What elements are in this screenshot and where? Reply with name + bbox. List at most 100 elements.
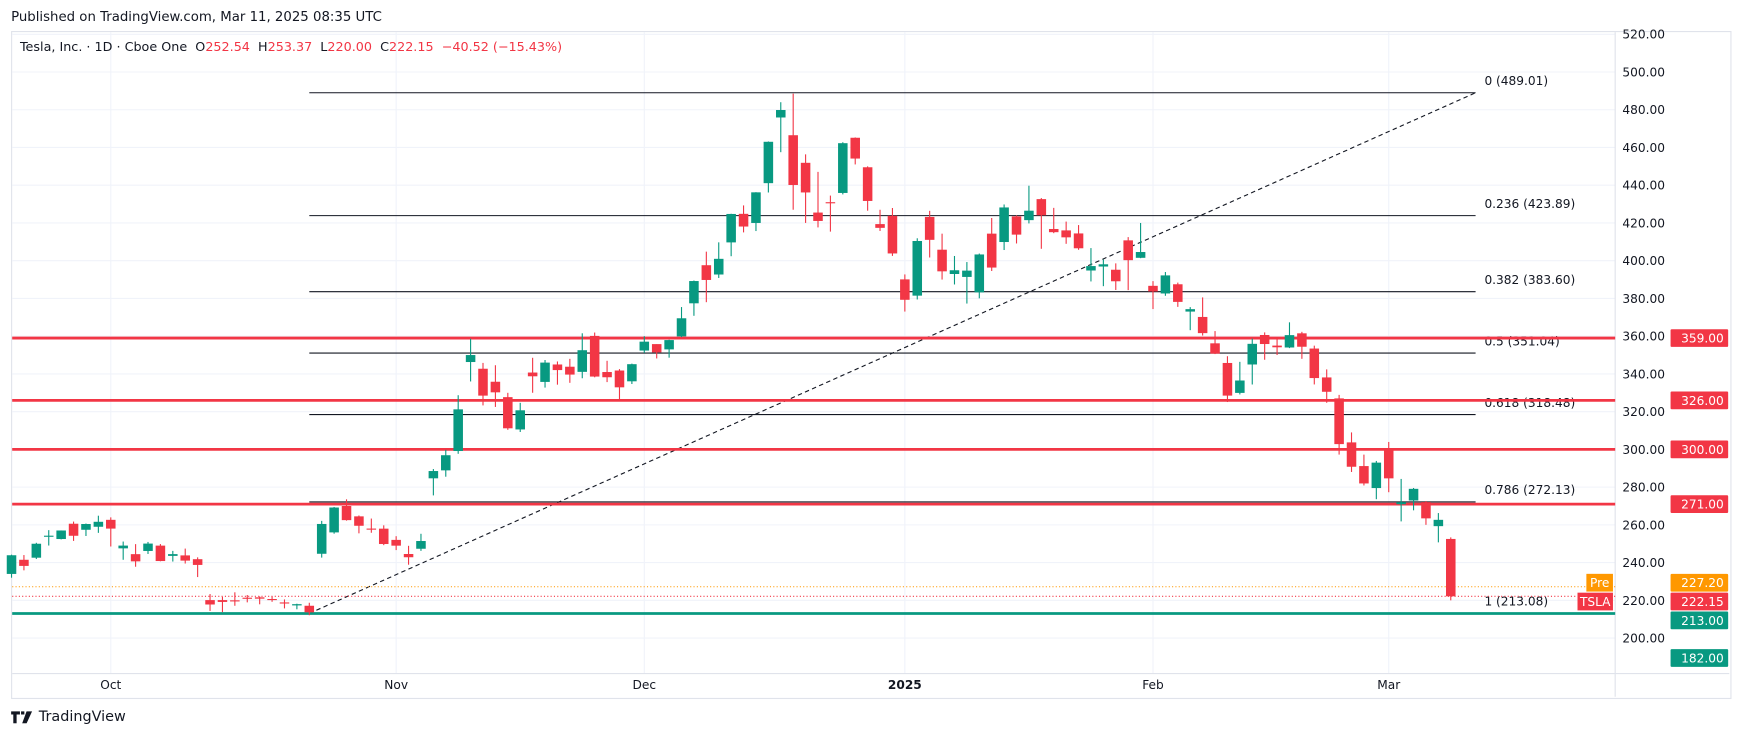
candle-body[interactable] xyxy=(341,505,352,521)
candle-body[interactable] xyxy=(267,599,277,601)
candle-body[interactable] xyxy=(577,350,588,372)
candle-body[interactable] xyxy=(1011,216,1022,235)
candle-body[interactable] xyxy=(1272,345,1282,348)
candle-body[interactable] xyxy=(602,372,612,378)
fib-trend-line[interactable] xyxy=(309,92,1476,614)
candle-body[interactable] xyxy=(1446,538,1456,597)
candle-body[interactable] xyxy=(676,318,687,337)
candle-body[interactable] xyxy=(254,597,265,599)
candle-body[interactable] xyxy=(106,519,116,529)
candle-body[interactable] xyxy=(1284,335,1295,348)
candle-body[interactable] xyxy=(180,555,190,561)
candle-body[interactable] xyxy=(1036,199,1047,216)
candle-body[interactable] xyxy=(850,137,860,159)
candle-body[interactable] xyxy=(1421,502,1431,519)
candle-body[interactable] xyxy=(1185,309,1195,312)
candle-body[interactable] xyxy=(1396,502,1406,505)
candle-body[interactable] xyxy=(93,521,104,527)
tradingview-logo[interactable]: TradingView xyxy=(11,709,126,726)
candle-body[interactable] xyxy=(304,605,315,613)
candle-body[interactable] xyxy=(937,249,947,272)
candle-body[interactable] xyxy=(490,381,501,393)
candle-body[interactable] xyxy=(589,335,600,377)
candle-body[interactable] xyxy=(738,213,749,227)
candle-body[interactable] xyxy=(1135,252,1146,258)
candle-body[interactable] xyxy=(6,555,17,574)
candle-body[interactable] xyxy=(503,397,513,429)
candle-body[interactable] xyxy=(726,213,736,243)
candle-body[interactable] xyxy=(391,539,401,546)
candle-body[interactable] xyxy=(1259,335,1270,345)
candle-body[interactable] xyxy=(751,192,761,223)
candle-body[interactable] xyxy=(875,224,885,228)
candle-body[interactable] xyxy=(478,368,488,396)
candle-body[interactable] xyxy=(614,370,625,388)
candle-body[interactable] xyxy=(56,530,66,540)
candle-body[interactable] xyxy=(713,258,724,275)
candle-body[interactable] xyxy=(329,507,339,533)
candle-body[interactable] xyxy=(366,528,377,530)
candle-body[interactable] xyxy=(552,364,563,371)
candle-body[interactable] xyxy=(192,559,203,565)
candle-body[interactable] xyxy=(1173,284,1183,302)
candle-body[interactable] xyxy=(242,597,253,599)
candle-body[interactable] xyxy=(565,366,575,375)
candle-body[interactable] xyxy=(1346,442,1357,467)
candle-body[interactable] xyxy=(1123,240,1133,261)
candle-body[interactable] xyxy=(1321,377,1332,392)
candle-body[interactable] xyxy=(912,240,923,296)
candle-body[interactable] xyxy=(118,545,128,549)
candle-body[interactable] xyxy=(540,362,550,382)
candle-body[interactable] xyxy=(428,471,439,479)
candle-body[interactable] xyxy=(1048,228,1059,233)
candle-body[interactable] xyxy=(143,543,153,551)
candle-body[interactable] xyxy=(441,455,451,471)
candle-body[interactable] xyxy=(887,215,898,254)
candle-body[interactable] xyxy=(763,141,774,184)
candle-body[interactable] xyxy=(838,143,848,193)
candle-body[interactable] xyxy=(974,254,985,293)
candle-body[interactable] xyxy=(453,409,463,452)
candle-body[interactable] xyxy=(279,602,290,604)
candle-body[interactable] xyxy=(416,541,426,549)
candle-body[interactable] xyxy=(1247,343,1258,365)
candle-body[interactable] xyxy=(1098,264,1109,267)
candle-body[interactable] xyxy=(639,341,650,351)
candle-body[interactable] xyxy=(292,604,302,606)
candle-body[interactable] xyxy=(378,528,389,545)
candle-body[interactable] xyxy=(168,554,178,556)
candle-body[interactable] xyxy=(230,600,240,602)
candle-body[interactable] xyxy=(1222,362,1233,396)
candle-body[interactable] xyxy=(43,535,54,537)
candle-body[interactable] xyxy=(1235,380,1245,393)
candle-body[interactable] xyxy=(664,340,674,350)
candle-body[interactable] xyxy=(701,265,712,280)
candle-body[interactable] xyxy=(403,554,414,558)
candle-body[interactable] xyxy=(924,216,935,240)
candle-body[interactable] xyxy=(1210,343,1220,354)
candle-body[interactable] xyxy=(1061,230,1071,238)
candle-body[interactable] xyxy=(962,270,972,277)
candle-body[interactable] xyxy=(949,270,960,275)
candle-body[interactable] xyxy=(689,281,699,304)
candle-body[interactable] xyxy=(1197,316,1208,334)
candle-body[interactable] xyxy=(354,516,364,526)
candle-body[interactable] xyxy=(1073,233,1084,249)
candle-body[interactable] xyxy=(515,410,525,430)
candle-body[interactable] xyxy=(1111,269,1121,282)
candle-body[interactable] xyxy=(800,162,811,193)
candle-body[interactable] xyxy=(1309,348,1320,379)
candle-body[interactable] xyxy=(788,135,798,185)
candle-body[interactable] xyxy=(217,600,228,602)
candle-body[interactable] xyxy=(1433,519,1444,527)
candle-body[interactable] xyxy=(627,364,637,382)
candle-body[interactable] xyxy=(19,559,29,566)
candle-body[interactable] xyxy=(1334,398,1344,445)
candle-body[interactable] xyxy=(130,554,141,562)
candle-body[interactable] xyxy=(81,523,91,530)
candle-body[interactable] xyxy=(651,344,662,353)
candle-body[interactable] xyxy=(900,279,910,300)
candle-body[interactable] xyxy=(465,355,476,363)
candle-body[interactable] xyxy=(31,543,42,558)
